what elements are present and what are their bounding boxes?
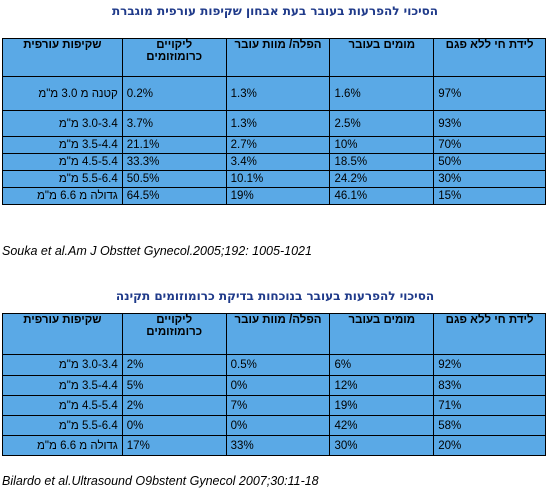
table-cell: 12% xyxy=(329,375,435,396)
table-cell: גדולה מ 6.6 מ"מ xyxy=(2,435,123,456)
table-row: 97% 1.6% 1.3% 0.2% קטנה מ 3.0 מ"מ xyxy=(2,76,546,111)
table-cell: 0% xyxy=(225,375,331,396)
table-cell: 92% xyxy=(433,354,546,376)
table-cell: 1.3% xyxy=(225,110,331,137)
table-row: 15% 46.1% 19% 64.5% גדולה מ 6.6 מ"מ xyxy=(2,187,546,205)
column-header: מומים בעובר xyxy=(329,313,435,355)
table-cell: 30% xyxy=(329,435,435,456)
table-row: 20% 30% 33% 17% גדולה מ 6.6 מ"מ xyxy=(2,435,546,456)
table-row: 50% 18.5% 3.4% 33.3% 4.5-5.4 מ"מ xyxy=(2,153,546,171)
table-row: 58% 42% 0% 0% 5.5-6.4 מ"מ xyxy=(2,415,546,436)
table-cell: 3.7% xyxy=(121,110,227,137)
table-cell: 50% xyxy=(433,153,546,171)
column-header: שקיפות עורפית xyxy=(2,38,123,77)
table-cell: 3.5-4.4 מ"מ xyxy=(2,375,123,396)
table-cell: 1.6% xyxy=(329,76,435,111)
table-row: 92% 6% 0.5% 2% 3.0-3.4 מ"מ xyxy=(2,354,546,376)
table-cell: גדולה מ 6.6 מ"מ xyxy=(2,187,123,205)
header-row: לידת חי ללא פגם מומים בעובר הפלה/ מוות עוב… xyxy=(2,313,546,355)
table-cell: 0% xyxy=(121,415,227,436)
table1-title: הסיכוי להפרעות בעובר בעת אבחון שקיפות עו… xyxy=(111,4,439,18)
table-cell: 20% xyxy=(433,435,546,456)
header-row: לידת חי ללא פגם מומים בעובר הפלה/ מוות עוב… xyxy=(2,38,546,77)
table-cell: 6% xyxy=(329,354,435,376)
column-header: שקיפות עורפית xyxy=(2,313,123,355)
table1-citation: Souka et al.Am J Obsttet Gynecol.2005;19… xyxy=(2,244,312,258)
table-cell: 0.2% xyxy=(121,76,227,111)
risk-table-increased-nt: לידת חי ללא פגם מומים בעובר הפלה/ מוות עוב… xyxy=(2,38,546,205)
table-cell: 0.5% xyxy=(225,354,331,376)
table-cell: 17% xyxy=(121,435,227,456)
table-row: 83% 12% 0% 5% 3.5-4.4 מ"מ xyxy=(2,375,546,396)
table-cell: 33% xyxy=(225,435,331,456)
column-header: הפלה/ מוות עובר xyxy=(225,313,331,355)
table-cell: 21.1% xyxy=(121,136,227,154)
table-cell: 42% xyxy=(329,415,435,436)
table-cell: 3.5-4.4 מ"מ xyxy=(2,136,123,154)
table-cell: 7% xyxy=(225,395,331,416)
column-header: לידת חי ללא פגם xyxy=(433,313,546,355)
table-cell: 3.0-3.4 מ"מ xyxy=(2,110,123,137)
table-cell: 2% xyxy=(121,395,227,416)
table-cell: 5% xyxy=(121,375,227,396)
column-header: ליקויים כרומוזומים xyxy=(121,313,227,355)
column-header: ליקויים כרומוזומים xyxy=(121,38,227,77)
table-cell: 71% xyxy=(433,395,546,416)
risk-table-normal-karyotype: לידת חי ללא פגם מומים בעובר הפלה/ מוות עוב… xyxy=(2,313,546,456)
table-cell: 19% xyxy=(225,187,331,205)
table-row: 93% 2.5% 1.3% 3.7% 3.0-3.4 מ"מ xyxy=(2,110,546,137)
table-row: 71% 19% 7% 2% 4.5-5.4 מ"מ xyxy=(2,395,546,416)
table-cell: 93% xyxy=(433,110,546,137)
table-cell: 50.5% xyxy=(121,170,227,188)
table-cell: 5.5-6.4 מ"מ xyxy=(2,170,123,188)
table-cell: 10.1% xyxy=(225,170,331,188)
column-header: הפלה/ מוות עובר xyxy=(225,38,331,77)
table-row: 30% 24.2% 10.1% 50.5% 5.5-6.4 מ"מ xyxy=(2,170,546,188)
table-row: 70% 10% 2.7% 21.1% 3.5-4.4 מ"מ xyxy=(2,136,546,154)
table-cell: 64.5% xyxy=(121,187,227,205)
table-cell: 15% xyxy=(433,187,546,205)
table-cell: 33.3% xyxy=(121,153,227,171)
table-cell: 3.4% xyxy=(225,153,331,171)
table-cell: 83% xyxy=(433,375,546,396)
table-cell: 10% xyxy=(329,136,435,154)
table-cell: 4.5-5.4 מ"מ xyxy=(2,153,123,171)
table-cell: 1.3% xyxy=(225,76,331,111)
table-cell: 18.5% xyxy=(329,153,435,171)
table2-title: הסיכוי להפרעות בעובר בנוכחות בדיקת כרומו… xyxy=(115,289,435,303)
table2-citation: Bilardo et al.Ultrasound O9bstent Gyneco… xyxy=(2,474,319,488)
table-cell: 2% xyxy=(121,354,227,376)
table-cell: 30% xyxy=(433,170,546,188)
table-cell: 2.5% xyxy=(329,110,435,137)
table-cell: 3.0-3.4 מ"מ xyxy=(2,354,123,376)
table-cell: 24.2% xyxy=(329,170,435,188)
column-header: מומים בעובר xyxy=(329,38,435,77)
table-cell: 46.1% xyxy=(329,187,435,205)
table-cell: 5.5-6.4 מ"מ xyxy=(2,415,123,436)
table-cell: 2.7% xyxy=(225,136,331,154)
table-cell: 58% xyxy=(433,415,546,436)
table-cell: 0% xyxy=(225,415,331,436)
column-header: לידת חי ללא פגם xyxy=(433,38,546,77)
table-cell: 19% xyxy=(329,395,435,416)
table-cell: 97% xyxy=(433,76,546,111)
table-cell: 4.5-5.4 מ"מ xyxy=(2,395,123,416)
table-cell: קטנה מ 3.0 מ"מ xyxy=(2,76,123,111)
table-cell: 70% xyxy=(433,136,546,154)
